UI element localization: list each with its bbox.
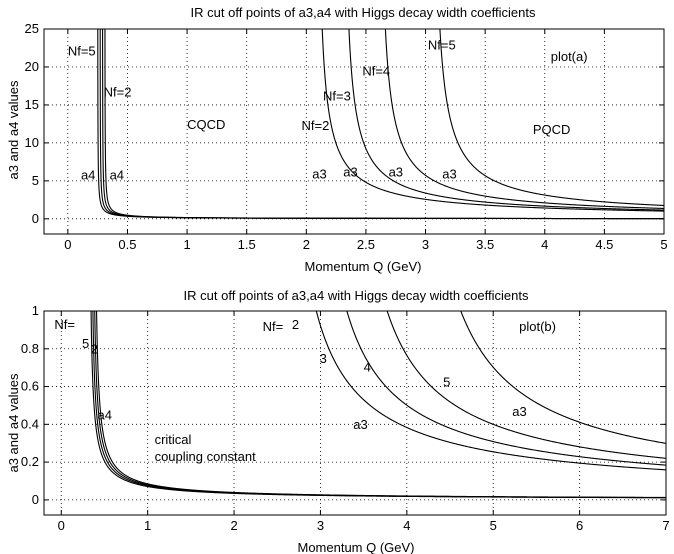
plot-b-title: IR cut off points of a3,a4 with Higgs de…: [184, 288, 529, 303]
annotation-label: a3: [442, 167, 456, 182]
annotation-label: Nf=5: [428, 38, 456, 53]
annotation-label: a4: [110, 167, 124, 182]
curve-a4-nf-2: [104, 28, 664, 220]
x-tick-label: 1: [144, 518, 151, 533]
x-tick-label: 6: [576, 518, 583, 533]
x-tick-label: 3: [317, 518, 324, 533]
plot-a-ylabel: a3 and a4 values: [6, 80, 21, 180]
curve-a4-nf-2: [96, 310, 666, 499]
annotation-label: PQCD: [533, 122, 571, 137]
x-tick-label: 5: [490, 518, 497, 533]
x-tick-label: 2.5: [357, 237, 375, 252]
y-tick-label: 25: [25, 21, 39, 36]
annotation-label: 5: [443, 375, 450, 390]
annotation-label: Nf=: [54, 317, 75, 332]
annotation-label: plot(b): [519, 319, 556, 334]
x-tick-label: 4.5: [595, 237, 613, 252]
plot-b: IR cut off points of a3,a4 with Higgs de…: [6, 288, 670, 554]
y-tick-label: 0: [32, 492, 39, 507]
x-tick-label: 4: [541, 237, 548, 252]
plot-b-xlabel: Momentum Q (GeV): [297, 540, 414, 554]
x-tick-label: 0.5: [118, 237, 136, 252]
y-tick-label: 0.8: [21, 341, 39, 356]
plot-b-ylabel: a3 and a4 values: [6, 373, 21, 473]
annotation-label: a3: [389, 164, 403, 179]
plot-a-xlabel: Momentum Q (GeV): [304, 259, 421, 274]
x-tick-label: 5: [660, 237, 667, 252]
curve-a4-nf-4: [92, 310, 666, 499]
annotation-label: Nf=2: [104, 85, 132, 100]
curve-a4-nf-3: [94, 310, 666, 499]
plot-a-ticks: 0 0.5 1 1.5 2 2.5 3 3.5 4 4.5 5 0 5 10 15 20 25: [25, 21, 668, 252]
y-tick-label: 1: [32, 303, 39, 318]
annotation-label: a3: [353, 417, 367, 432]
plot-a-title: IR cut off points of a3,a4 with Higgs de…: [191, 5, 536, 20]
y-tick-label: 15: [25, 97, 39, 112]
annotation-label: coupling constant: [155, 449, 257, 464]
annotation-label: 2: [91, 342, 98, 357]
annotation-label: CQCD: [187, 117, 225, 132]
y-tick-label: 0.4: [21, 416, 39, 431]
plot-b-curves: [90, 310, 667, 499]
plot-b-frame: [43, 310, 667, 516]
annotation-label: a3: [312, 167, 326, 182]
annotation-label: Nf=3: [323, 88, 351, 103]
annotation-label: plot(a): [551, 49, 588, 64]
x-tick-label: 7: [662, 518, 669, 533]
annotation-label: 5: [82, 336, 89, 351]
y-tick-label: 0.2: [21, 454, 39, 469]
annotation-label: 2: [292, 317, 299, 332]
x-tick-label: 2: [303, 237, 310, 252]
curve-a3-nf-3: [346, 310, 667, 466]
annotation-label: Nf=: [263, 319, 284, 334]
curve-a3-nf-3: [348, 28, 665, 211]
y-tick-label: 0.6: [21, 379, 39, 394]
plot-b-ticks: 0 1 2 3 4 5 6 7 0 0.2 0.4 0.6 0.8 1: [21, 303, 670, 533]
plot-a-annotations: Nf=5 Nf=2 CQCD a4 a4 Nf=2 Nf=3 Nf=4 Nf=5 plot(a) P…: [68, 38, 588, 183]
annotation-label: Nf=5: [68, 44, 96, 59]
annotation-label: a4: [98, 408, 112, 423]
annotation-label: Nf=4: [362, 63, 390, 78]
curve-a3-nf-5: [439, 28, 665, 207]
x-tick-label: 1.5: [238, 237, 256, 252]
x-tick-label: 3: [422, 237, 429, 252]
x-tick-label: 1: [183, 237, 190, 252]
y-tick-label: 0: [32, 211, 39, 226]
curve-a3-nf-4: [386, 310, 667, 459]
x-tick-label: 4: [403, 518, 410, 533]
annotation-label: 3: [320, 351, 327, 366]
x-tick-label: 2: [230, 518, 237, 533]
annotation-label: a4: [81, 167, 95, 182]
y-tick-label: 5: [32, 173, 39, 188]
curve-a3-nf-2: [321, 28, 665, 212]
curve-a3-nf-4: [384, 28, 665, 209]
plot-a-curves: [97, 28, 665, 220]
x-tick-label: 0: [64, 237, 71, 252]
curve-a3-nf-5: [460, 310, 667, 444]
annotation-label: Nf=2: [302, 118, 330, 133]
annotation-label: a3: [512, 404, 526, 419]
annotation-label: critical: [155, 432, 192, 447]
x-tick-label: 3.5: [476, 237, 494, 252]
annotation-label: a3: [343, 164, 357, 179]
x-tick-label: 0: [58, 518, 65, 533]
plot-a-frame: [43, 28, 665, 235]
y-tick-label: 20: [25, 59, 39, 74]
curve-a3-nf-2: [315, 310, 667, 471]
plot-a: IR cut off points of a3,a4 with Higgs de…: [6, 5, 668, 274]
annotation-label: 4: [364, 359, 371, 374]
y-tick-label: 10: [25, 135, 39, 150]
